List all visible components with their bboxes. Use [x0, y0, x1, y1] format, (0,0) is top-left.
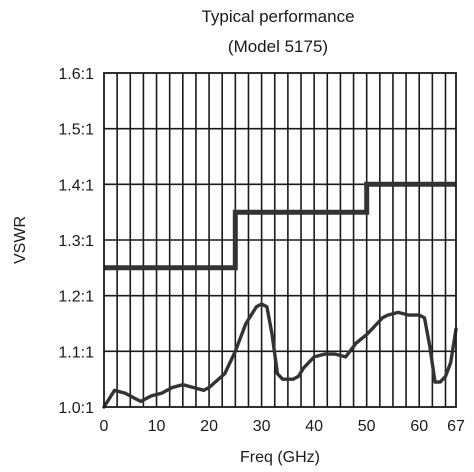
tick-labels: 0 10 20 30 40 50 60 67 1.0:1 1.1:1 1.2:1 1.3:1 1.4:1… — [58, 66, 465, 435]
x-axis-label: Freq (GHz) — [240, 449, 320, 466]
typical-vswr-line — [102, 302, 458, 409]
y-axis-label: VSWR — [12, 216, 29, 264]
y-tick-label: 1.1:1 — [58, 344, 94, 361]
y-tick-label: 1.3:1 — [58, 233, 94, 250]
x-tick-label: 20 — [200, 418, 218, 435]
x-tick-label: 50 — [358, 418, 376, 435]
y-tick-label: 1.2:1 — [58, 289, 94, 306]
x-tick-label: 10 — [148, 418, 166, 435]
x-tick-label: 30 — [253, 418, 271, 435]
plot-frame — [103, 72, 457, 408]
y-tick-label: 1.5:1 — [58, 122, 94, 139]
x-tick-label: 40 — [305, 418, 323, 435]
chart-subtitle: (Model 5175) — [228, 37, 328, 56]
x-tick-label: 0 — [100, 418, 109, 435]
series — [102, 181, 458, 409]
y-tick-label: 1.6:1 — [58, 66, 94, 83]
y-tick-label: 1.0:1 — [58, 400, 94, 417]
x-tick-label: 60 — [410, 418, 428, 435]
spec-limit-line — [104, 181, 456, 271]
grid — [104, 73, 456, 407]
y-tick-label: 1.4:1 — [58, 177, 94, 194]
x-tick-label: 67 — [447, 418, 465, 435]
chart-title: Typical performance — [201, 7, 354, 26]
